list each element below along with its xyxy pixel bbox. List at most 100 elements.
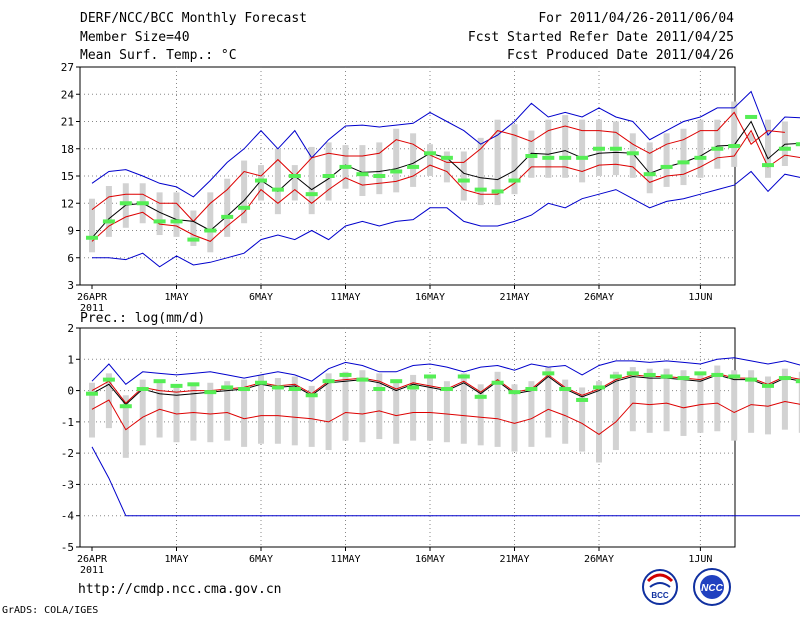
grads-credit: GrADS: COLA/IGES: [2, 605, 99, 616]
median-marker: [491, 189, 504, 194]
member-size-label: Member Size=40: [80, 30, 190, 45]
ensemble-bar: [308, 146, 315, 215]
ensemble-bar: [697, 119, 704, 178]
y-tick-label: 1: [67, 353, 74, 366]
y-tick-label: -5: [61, 541, 74, 554]
median-marker: [525, 387, 538, 392]
median-marker: [525, 154, 538, 159]
x-tick-label: 1JUN: [688, 292, 712, 303]
ensemble-bar: [427, 144, 433, 176]
x-tick-label: 1JUN: [688, 554, 712, 565]
ensemble-bar: [359, 145, 366, 196]
ensemble-bar: [308, 385, 315, 447]
x-tick-label: 16MAY: [415, 554, 445, 565]
lower-spread-line: [91, 399, 800, 436]
median-marker: [576, 155, 589, 160]
ensemble-bar: [139, 379, 146, 446]
ensemble-bar: [765, 119, 771, 178]
median-marker: [728, 144, 741, 149]
median-marker: [609, 146, 622, 151]
median-marker: [762, 163, 774, 168]
median-marker: [119, 201, 132, 206]
ensemble-bar: [680, 128, 687, 186]
median-marker: [609, 374, 622, 379]
panel-temperature: 3 6 9 12 15 18 21 24 27 26APR 1MAY 6MAY 11MAY 16MAY 21…: [61, 61, 800, 314]
ensemble-bar: [410, 374, 417, 441]
median-marker: [255, 380, 267, 385]
median-marker: [305, 393, 318, 398]
ensemble-bar: [629, 367, 636, 432]
median-marker: [457, 178, 470, 183]
median-marker: [86, 391, 98, 396]
y-tick-label: 3: [67, 279, 74, 292]
ensemble-bar: [545, 367, 552, 438]
ensemble-bar: [325, 142, 332, 201]
median-marker: [238, 205, 251, 210]
ensemble-bar: [714, 119, 721, 169]
ensemble-bar: [494, 119, 501, 206]
ensemble-bar: [274, 378, 281, 444]
ensemble-bar: [258, 374, 264, 444]
ensemble-bar: [393, 381, 400, 444]
median-marker: [694, 371, 707, 376]
x-tick-label: 26APR: [77, 292, 108, 303]
ensemble-bar: [680, 370, 687, 436]
median-marker: [187, 237, 200, 242]
y-tick-label: 21: [61, 116, 74, 129]
median-marker: [576, 397, 589, 402]
median-marker: [542, 155, 555, 160]
median-marker: [221, 385, 234, 390]
forecast-period: For 2011/04/26-2011/06/04: [538, 11, 734, 26]
median-marker: [356, 172, 369, 177]
ncc-logo: NCC: [693, 568, 731, 606]
x-tick-label: 26MAY: [584, 292, 614, 303]
x-tick-label: 26MAY: [584, 554, 614, 565]
ensemble-bar: [748, 133, 755, 142]
x-tick-label: 26APR: [77, 554, 108, 565]
median-marker: [322, 379, 335, 384]
y-tick-label: 0: [67, 385, 74, 398]
median-marker: [593, 146, 605, 151]
median-marker: [508, 390, 521, 395]
y-tick-label: 6: [67, 252, 74, 265]
median-marker: [153, 219, 166, 224]
y-tick-label: 2: [67, 322, 74, 335]
bcc-logo-text: BCC: [651, 591, 669, 600]
median-marker: [795, 142, 800, 147]
ensemble-bar: [646, 142, 653, 194]
y-tick-label: 15: [61, 170, 74, 183]
year-label: 2011: [80, 565, 104, 576]
ensemble-bar: [207, 382, 214, 443]
median-marker: [593, 385, 605, 390]
ensemble-bar: [190, 210, 197, 246]
ensemble-bar: [173, 384, 180, 443]
median-marker: [102, 377, 115, 382]
lower-spread-line: [91, 129, 800, 242]
ensemble-bar: [241, 160, 248, 224]
x-tick-label: 1MAY: [164, 554, 188, 565]
median-marker: [440, 155, 453, 160]
median-marker: [238, 387, 251, 392]
ensemble-bar: [224, 381, 231, 441]
median-marker: [305, 192, 318, 197]
ensemble-bar: [291, 376, 298, 446]
ensemble-bar: [359, 370, 366, 443]
ensemble-bar: [258, 165, 264, 201]
ensemble-bar: [545, 119, 552, 178]
median-marker: [339, 164, 352, 169]
ensemble-bar: [460, 373, 467, 444]
x-tick-label: 21MAY: [499, 554, 529, 565]
ensemble-bar: [697, 371, 704, 433]
ensemble-bar: [494, 371, 501, 447]
ensemble-bar: [731, 370, 738, 441]
chart-title: DERF/NCC/BCC Monthly Forecast: [80, 11, 307, 26]
x-tick-label: 6MAY: [249, 554, 273, 565]
median-marker: [356, 377, 369, 382]
ensemble-bar: [765, 376, 771, 435]
median-marker: [170, 383, 183, 388]
median-marker: [559, 387, 572, 392]
ensemble-bar: [89, 382, 95, 438]
ensemble-bar: [342, 371, 349, 441]
precip-panel-title: Prec.: log(mm/d): [80, 311, 206, 326]
